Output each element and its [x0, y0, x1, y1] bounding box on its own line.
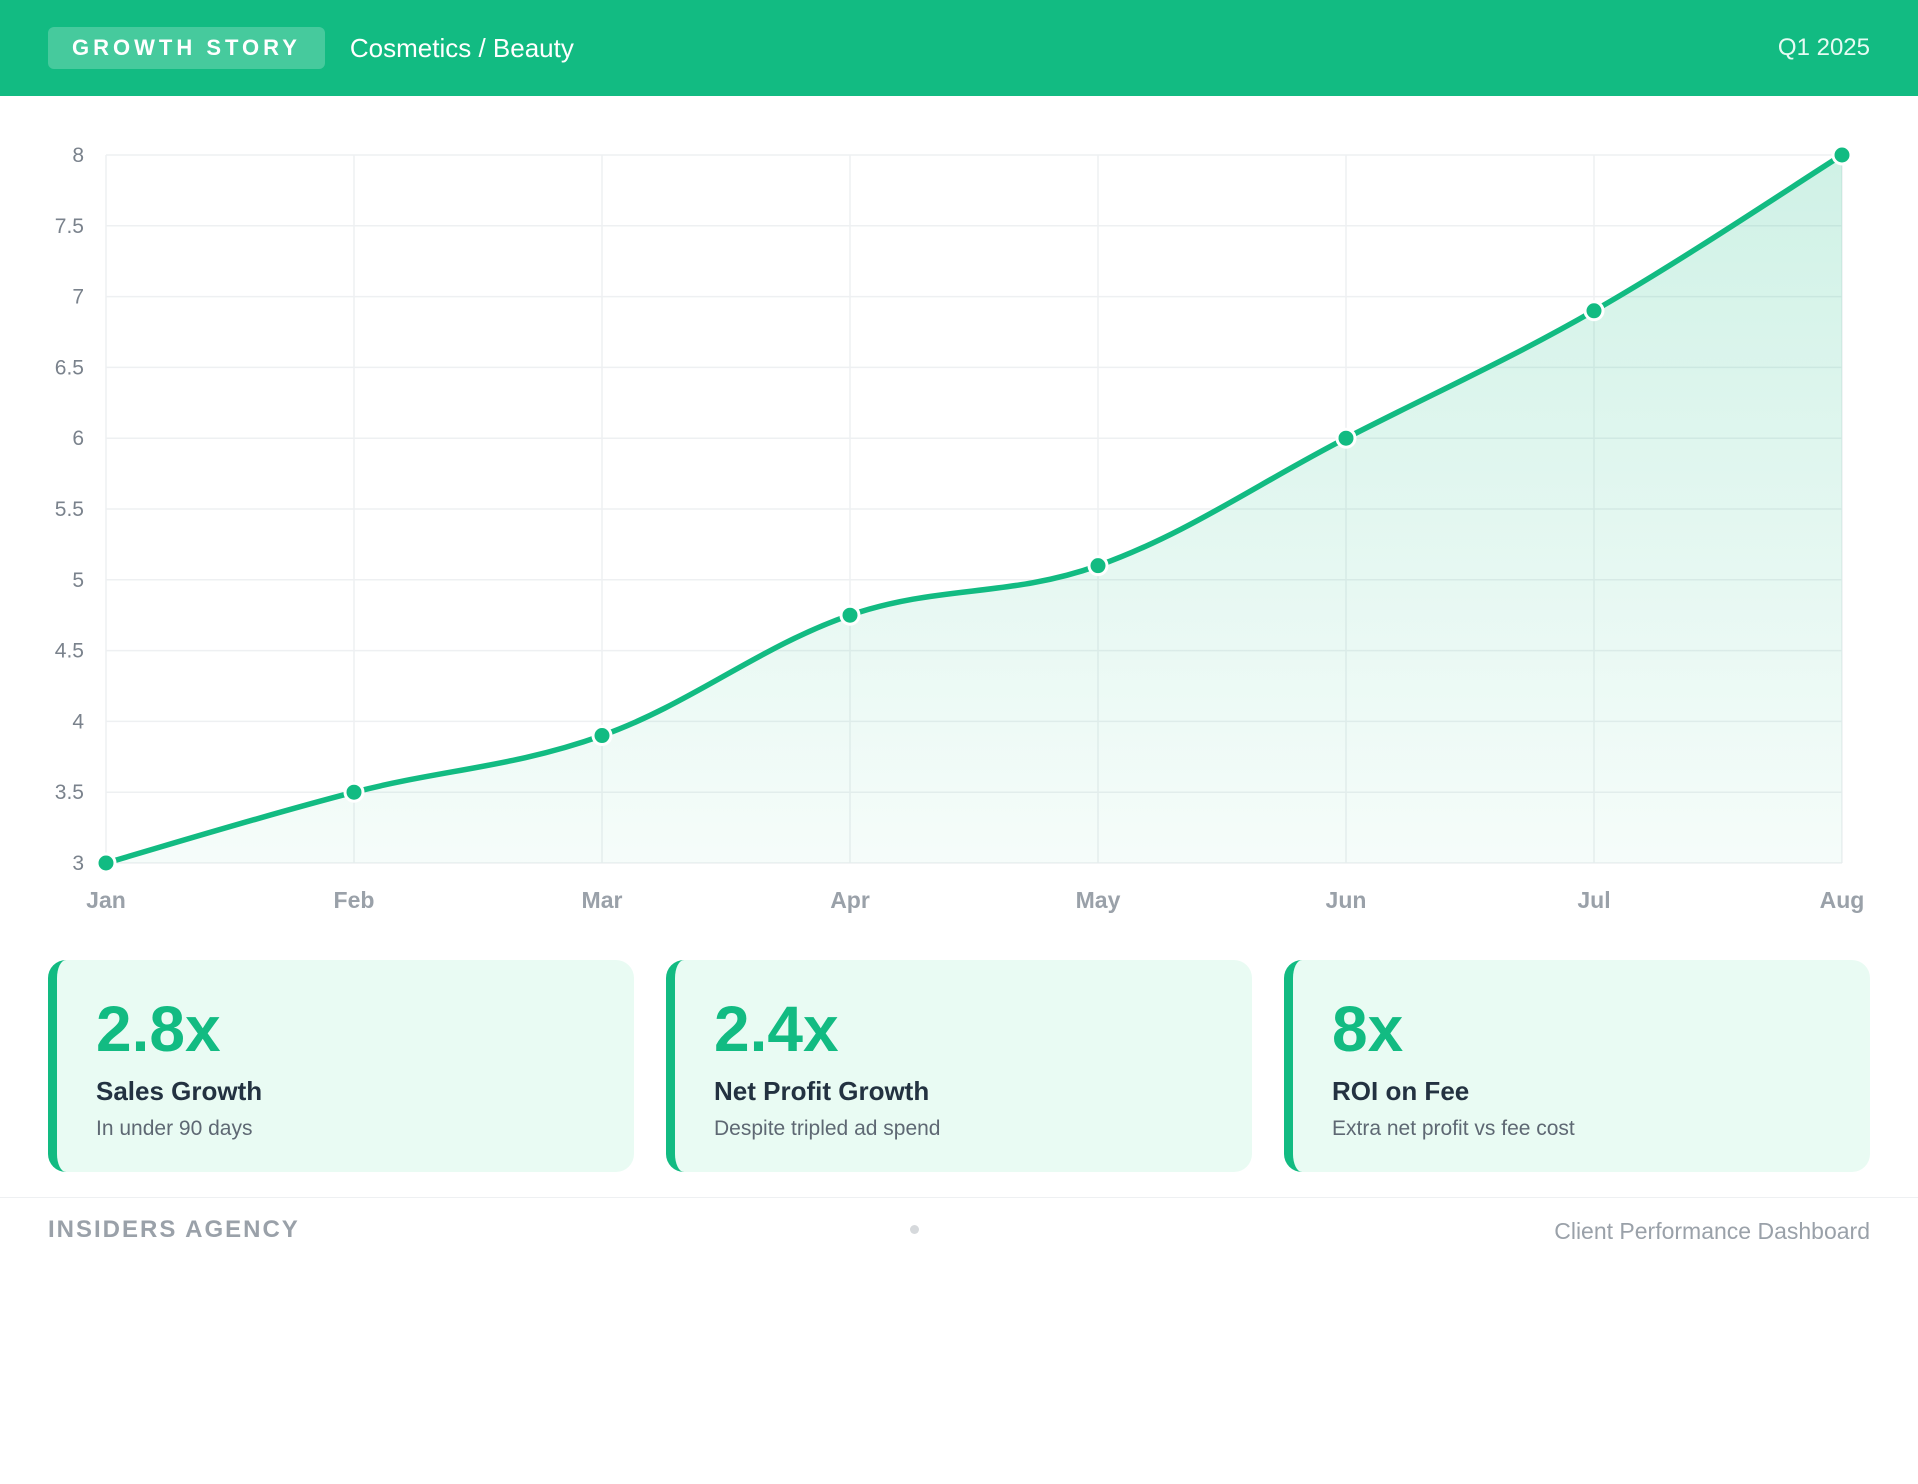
x-tick-label: May [1076, 887, 1121, 913]
y-tick-label: 8 [72, 144, 84, 167]
period-label: Q1 2025 [1777, 34, 1870, 61]
kpi-subtext: Extra net profit vs fee cost [1332, 1117, 1575, 1140]
kpi-value: 2.8x [96, 993, 221, 1065]
x-tick-label: Jun [1326, 887, 1367, 913]
y-tick-label: 5.5 [55, 498, 84, 521]
footer-divider [0, 1197, 1918, 1198]
kpi-value: 8x [1332, 993, 1404, 1065]
footer-dot-icon [910, 1225, 919, 1234]
y-tick-label: 7.5 [55, 215, 84, 238]
data-point-apr [839, 604, 861, 626]
growth-chart: 3 3.5 4 4.5 5 5.5 6 6.5 7 7.5 8 Jan Feb Mar Apr May Jun J… [0, 110, 1918, 930]
y-tick-label: 5 [72, 569, 84, 592]
kpi-cards: 2.8x Sales Growth In under 90 days 2.4x … [48, 960, 1870, 1172]
kpi-card-net-profit-growth: 2.4x Net Profit Growth Despite tripled a… [666, 960, 1252, 1172]
dashboard-label: Client Performance Dashboard [1554, 1218, 1870, 1244]
data-point-aug [1831, 144, 1853, 166]
y-tick-label: 6.5 [55, 356, 84, 379]
y-tick-label: 3 [72, 852, 84, 875]
data-point-jul [1583, 300, 1605, 322]
y-tick-label: 7 [72, 286, 84, 309]
x-tick-label: Mar [582, 887, 623, 913]
data-point-may [1087, 555, 1109, 577]
data-point-jun [1335, 427, 1357, 449]
x-tick-label: Feb [334, 887, 375, 913]
kpi-label: Sales Growth [96, 1076, 263, 1106]
kpi-value: 2.4x [714, 993, 839, 1065]
growth-chart-svg: 3 3.5 4 4.5 5 5.5 6 6.5 7 7.5 8 Jan Feb Mar Apr May Jun J… [55, 144, 1865, 913]
industry-subtitle: Cosmetics / Beauty [349, 32, 574, 63]
x-tick-label: Aug [1820, 887, 1865, 913]
series-area [106, 155, 1842, 863]
data-point-jan [95, 852, 117, 874]
kpi-card-sales-growth: 2.8x Sales Growth In under 90 days [48, 960, 634, 1172]
kpi-label: Net Profit Growth [714, 1076, 930, 1106]
growth-story-badge: GROWTH STORY [48, 27, 325, 69]
y-tick-label: 4.5 [55, 640, 84, 663]
kpi-subtext: In under 90 days [96, 1117, 253, 1140]
x-tick-label: Apr [830, 887, 870, 913]
kpi-label: ROI on Fee [1332, 1076, 1470, 1106]
x-tick-label: Jan [86, 887, 126, 913]
data-point-feb [343, 781, 365, 803]
x-tick-label: Jul [1577, 887, 1610, 913]
y-tick-label: 4 [72, 710, 84, 733]
data-point-mar [591, 725, 613, 747]
y-tick-label: 6 [72, 427, 84, 450]
kpi-card-roi-on-fee: 8x ROI on Fee Extra net profit vs fee co… [1284, 960, 1870, 1172]
series-line [103, 152, 1845, 866]
y-tick-label: 3.5 [55, 781, 84, 804]
header-bar: GROWTH STORY Cosmetics / Beauty Q1 2025 [0, 0, 1918, 96]
kpi-subtext: Despite tripled ad spend [714, 1117, 941, 1140]
agency-name: INSIDERS AGENCY [48, 1216, 300, 1243]
